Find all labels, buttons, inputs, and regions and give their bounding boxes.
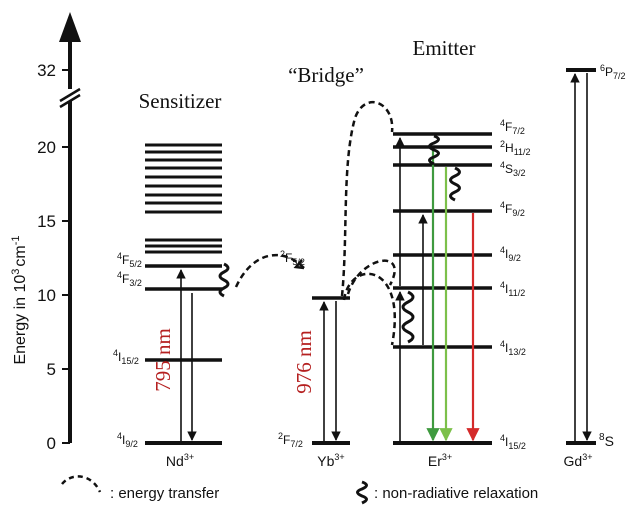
label-er-h112: 2H11/2 [500, 139, 531, 157]
label-gd-p72: 6P7/2 [600, 63, 626, 81]
nd-nonradiative-squiggle [218, 262, 230, 298]
gd-levels [566, 68, 596, 445]
ion-label-yb: Yb3+ [317, 452, 344, 469]
label-yb-f72: 2F7/2 [278, 431, 303, 449]
axis-break [58, 87, 82, 109]
tick-label-20: 20 [37, 138, 56, 157]
legend-dashed-arc-icon [61, 475, 102, 493]
er-level-labels: 4F7/2 2H11/2 4S3/2 4F9/2 4I9/2 4I11/2 4I… [500, 118, 531, 451]
yb-level-labels: 2F5/2 2F7/2 [278, 249, 305, 449]
tick-label-10: 10 [37, 286, 56, 305]
header-sensitizer: Sensitizer [139, 89, 222, 113]
label-er-i92: 4I9/2 [500, 245, 521, 263]
ion-label-nd: Nd3+ [166, 452, 194, 469]
label-er-i132: 4I13/2 [500, 339, 526, 357]
ion-label-er: Er3+ [428, 452, 452, 469]
label-nd-f32: 4F3/2 [117, 270, 142, 288]
er-nonradiative-squiggle-3 [401, 290, 415, 344]
tick-label-15: 15 [37, 212, 56, 231]
transfer-arrowhead-yb [293, 259, 305, 270]
label-er-s32: 4S3/2 [500, 160, 526, 178]
legend-squiggle-icon [356, 480, 368, 505]
tick-label-0: 0 [47, 434, 56, 453]
gd-level-labels: 6P7/2 8S [599, 63, 626, 449]
label-er-f92: 4F9/2 [500, 200, 525, 218]
legend-nonradiative-label: : non-radiative relaxation [374, 485, 538, 502]
label-nd-i152: 4I15/2 [113, 348, 139, 366]
transfer-nd-to-yb [234, 253, 305, 288]
axis-title: Energy in 103cm-1 [10, 235, 29, 364]
nd-level-manifold [145, 143, 222, 254]
er-levels [393, 132, 492, 445]
energy-transfer-arcs [234, 100, 396, 346]
nd-level-labels: 4F5/2 4F3/2 4I15/2 4I9/2 [113, 251, 142, 449]
legend: : energy transfer : non-radiative relaxa… [61, 475, 538, 505]
er-nonradiative-squiggle-1 [428, 134, 440, 166]
transfer-yb-to-er-i132 [342, 272, 396, 346]
yb-excitation-label: 976 nm [292, 330, 316, 394]
label-er-i112: 4I11/2 [500, 280, 525, 298]
label-er-f72: 4F7/2 [500, 118, 525, 136]
nd-levels: 795 nm [145, 143, 230, 445]
axis-arrowhead [59, 12, 81, 42]
label-er-i152: 4I15/2 [500, 433, 526, 451]
yb-levels: 976 nm [292, 296, 350, 445]
tick-label-5: 5 [47, 360, 56, 379]
energy-axis: 0 5 10 15 20 32 Energy in 103cm-1 [10, 12, 82, 453]
label-yb-f52: 2F5/2 [280, 249, 305, 267]
legend-energy-transfer-label: : energy transfer [110, 485, 219, 502]
label-gd-s: 8S [599, 432, 614, 449]
nd-excitation-label: 795 nm [151, 328, 175, 392]
header-bridge: “Bridge” [288, 63, 364, 87]
transfer-yb-to-er-i112 [346, 259, 396, 295]
ion-label-gd: Gd3+ [564, 452, 593, 469]
er-nonradiative-squiggle-2 [449, 166, 461, 202]
header-emitter: Emitter [413, 36, 476, 60]
tick-label-32: 32 [37, 61, 56, 80]
label-nd-i92: 4I9/2 [117, 431, 138, 449]
label-nd-f52: 4F5/2 [117, 251, 142, 269]
